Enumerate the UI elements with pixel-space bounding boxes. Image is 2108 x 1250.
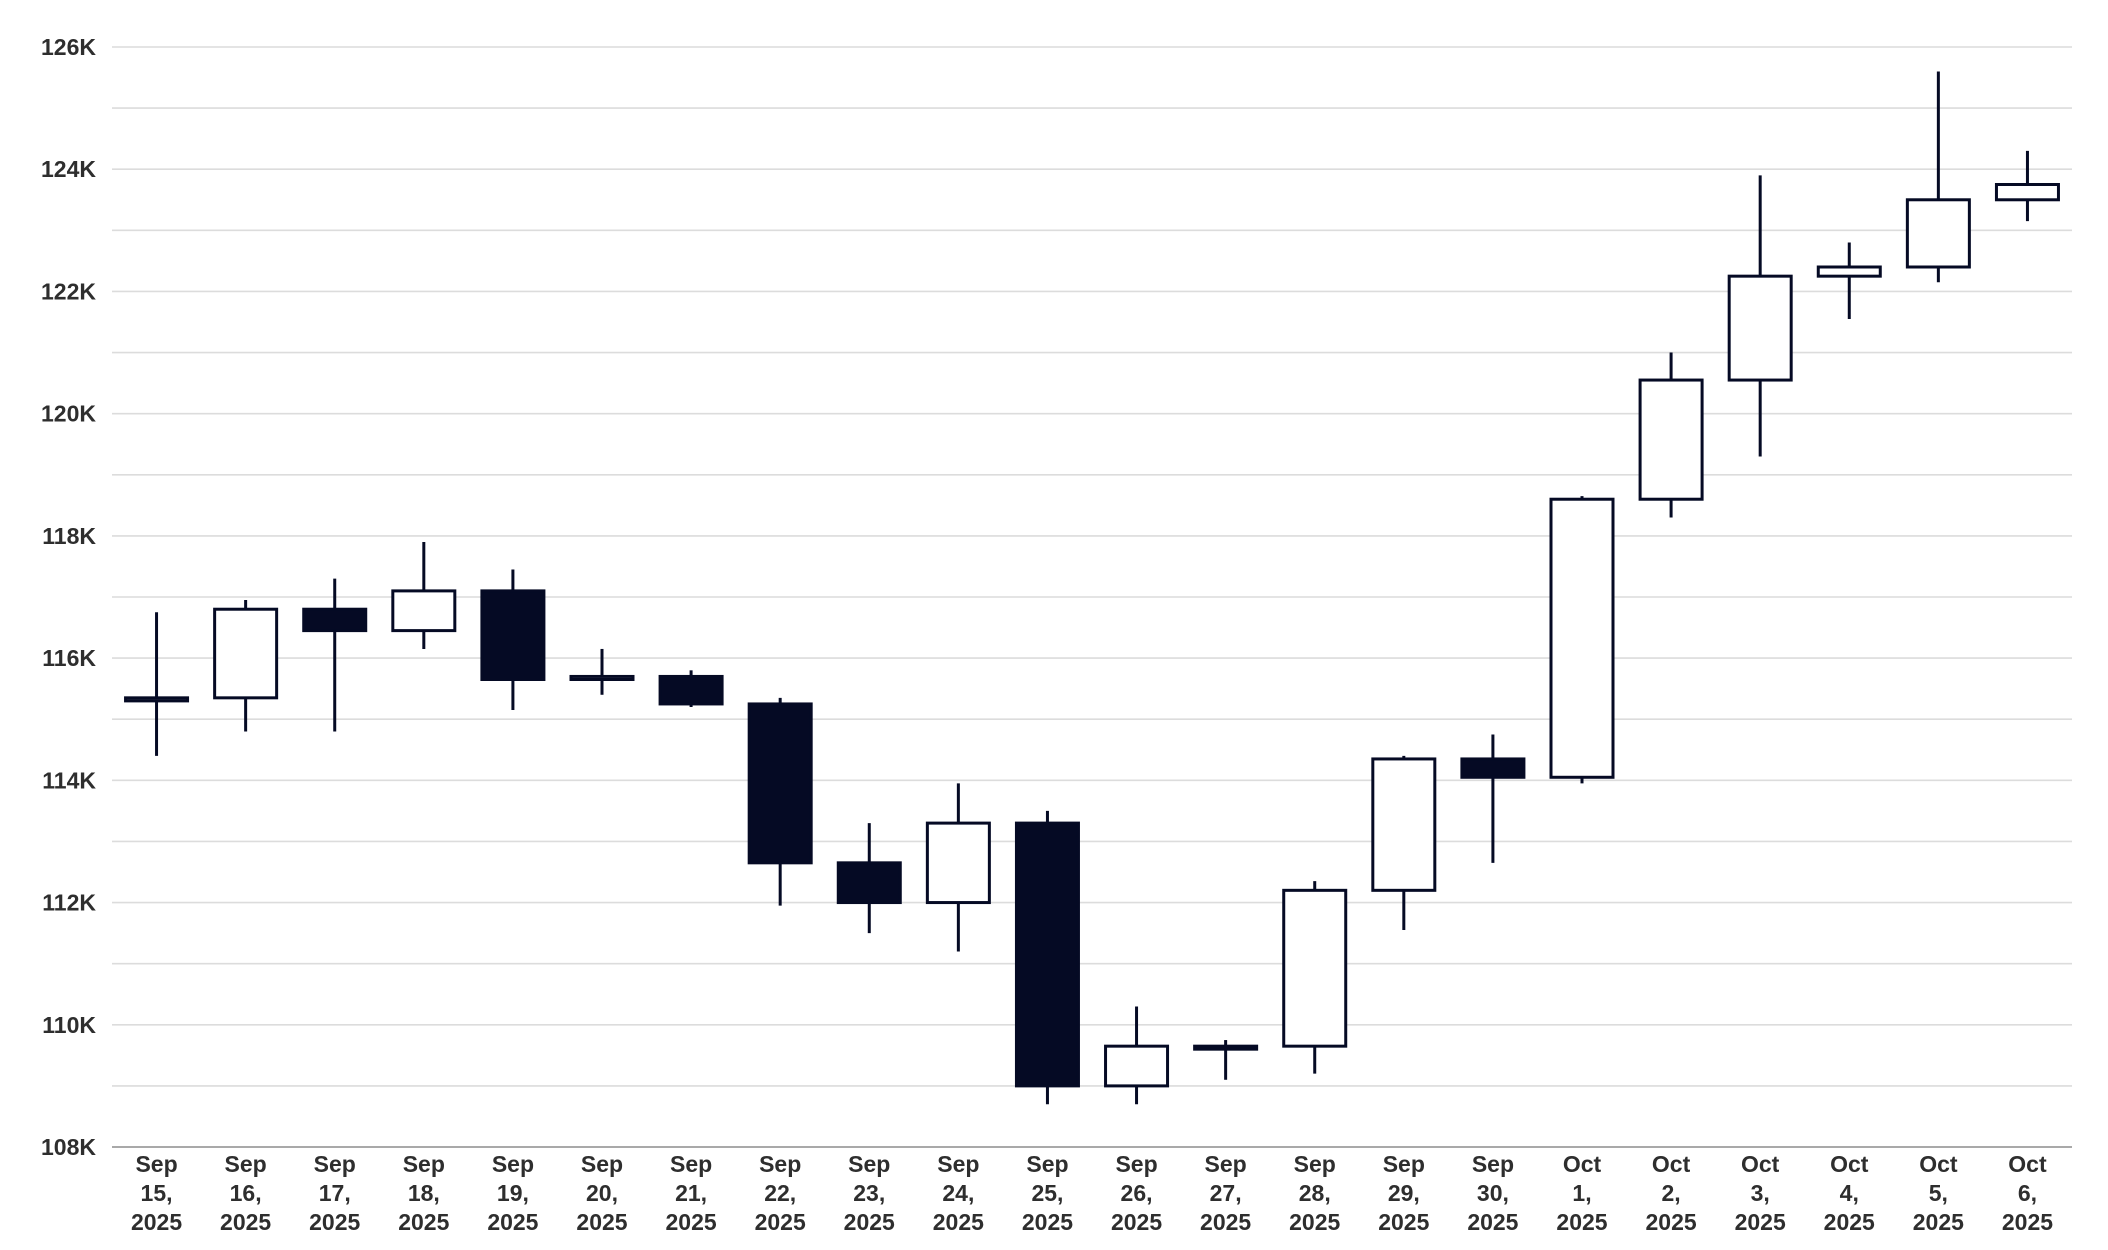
candle (1727, 175, 1793, 457)
x-tick-label: Sep 17, 2025 (309, 1151, 360, 1235)
x-tick-label: Sep 15, 2025 (131, 1151, 182, 1235)
candle-body-up (1905, 198, 1971, 269)
candle-body-down (302, 607, 368, 633)
candle-body-up (569, 674, 635, 682)
candle-body-up (1104, 1044, 1170, 1088)
x-tick-label: Sep 26, 2025 (1111, 1151, 1162, 1235)
x-tick-label: Sep 27, 2025 (1200, 1151, 1251, 1235)
x-tick-label: Sep 28, 2025 (1289, 1151, 1340, 1235)
candle (1549, 496, 1615, 784)
candle-body-up (1994, 183, 2060, 202)
candle (1193, 1040, 1259, 1080)
x-tick-label: Oct 1, 2025 (1556, 1151, 1607, 1235)
y-tick-label: 116K (42, 645, 96, 671)
y-tick-label: 108K (41, 1134, 96, 1160)
candle-body-up (1549, 497, 1615, 779)
x-tick-label: Oct 4, 2025 (1824, 1151, 1875, 1235)
y-tick-label: 118K (42, 523, 96, 549)
candle (1638, 352, 1704, 518)
candle-body-down (836, 861, 902, 905)
candle (1460, 734, 1526, 863)
candle-body-up (213, 607, 279, 700)
candle-body-down (658, 674, 724, 706)
candle (391, 542, 457, 649)
candle (1104, 1006, 1170, 1105)
y-tick-label: 124K (41, 156, 96, 182)
y-tick-label: 110K (42, 1012, 96, 1038)
x-tick-label: Oct 6, 2025 (2002, 1151, 2053, 1235)
x-tick-label: Sep 16, 2025 (220, 1151, 271, 1235)
x-tick-label: Sep 23, 2025 (844, 1151, 895, 1235)
x-tick-label: Oct 5, 2025 (1913, 1151, 1964, 1235)
candle (1994, 150, 2060, 222)
candle-body-up (124, 696, 190, 703)
candle (480, 569, 546, 711)
candle (302, 578, 368, 732)
candle (1905, 71, 1971, 283)
candle-body-up (391, 589, 457, 633)
candle (1371, 755, 1437, 931)
x-tick-label: Oct 3, 2025 (1735, 1151, 1786, 1235)
x-tick-label: Sep 24, 2025 (933, 1151, 984, 1235)
candle-body-up (1282, 888, 1348, 1048)
x-tick-label: Sep 30, 2025 (1467, 1151, 1518, 1235)
candle (1816, 242, 1882, 319)
x-tick-label: Sep 25, 2025 (1022, 1151, 1073, 1235)
candles (124, 71, 2060, 1105)
candle (213, 600, 279, 732)
x-tick-label: Sep 18, 2025 (398, 1151, 449, 1235)
candle-body-up (1371, 757, 1437, 892)
candle (569, 648, 635, 695)
candle (836, 823, 902, 934)
gridlines (112, 46, 2072, 1087)
x-tick-label: Sep 20, 2025 (576, 1151, 627, 1235)
y-tick-label: 120K (41, 401, 96, 427)
candle (124, 612, 190, 756)
candle (747, 697, 813, 906)
y-tick-label: 112K (42, 890, 96, 916)
candle (1282, 881, 1348, 1074)
y-tick-label: 122K (41, 278, 96, 304)
candle-body-up (925, 821, 991, 905)
candle-body-down (480, 589, 546, 682)
y-tick-label: 126K (41, 34, 96, 60)
x-tick-label: Sep 19, 2025 (487, 1151, 538, 1235)
candle (658, 670, 724, 707)
x-tick-label: Sep 21, 2025 (666, 1151, 717, 1235)
y-axis-tick-labels: 108K 110K 112K 114K 116K 118K 120K 122K 124K 126K (41, 34, 96, 1160)
x-axis-tick-labels: Sep 15, 2025 Sep 16, 2025 Sep 17, 2025 Sep 18, 2025… (131, 1151, 2053, 1235)
candle-body-up (1727, 274, 1793, 382)
candle-body-up (1816, 265, 1882, 278)
candle-body-up (1193, 1044, 1259, 1051)
candle-body-up (1638, 378, 1704, 501)
candle-body-down (747, 702, 813, 865)
x-tick-label: Sep 22, 2025 (755, 1151, 806, 1235)
candle (1014, 810, 1080, 1105)
y-tick-label: 114K (42, 767, 96, 793)
x-tick-label: Oct 2, 2025 (1646, 1151, 1697, 1235)
x-tick-label: Sep 29, 2025 (1378, 1151, 1429, 1235)
candle (925, 783, 991, 952)
candle-body-down (1460, 757, 1526, 779)
candle-body-down (1014, 821, 1080, 1088)
